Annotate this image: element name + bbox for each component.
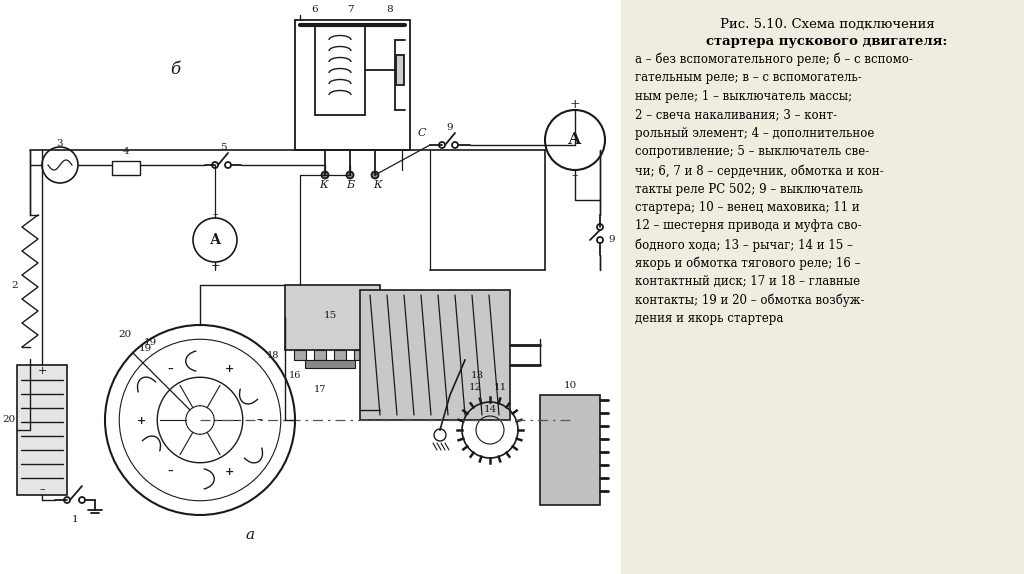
Text: +: + [136,414,145,425]
Text: 20: 20 [119,330,132,339]
Text: 18: 18 [267,351,280,359]
Text: А: А [568,131,582,149]
Text: –: – [168,363,173,374]
Text: 7: 7 [347,6,353,14]
Text: 2 – свеча накаливания; 3 – конт-: 2 – свеча накаливания; 3 – конт- [635,108,838,122]
Text: Б: Б [346,180,354,190]
Bar [540,395,600,505]
Text: +: + [37,366,47,376]
Text: 8: 8 [387,6,393,14]
Text: +: + [225,363,234,374]
Text: –: – [212,209,218,219]
Text: 6: 6 [311,6,318,14]
Text: К: К [373,180,381,190]
Text: контакты; 19 и 20 – обмотка возбуж-: контакты; 19 и 20 – обмотка возбуж- [635,293,864,307]
Text: +: + [569,98,581,111]
Text: сопротивление; 5 – выключатель све-: сопротивление; 5 – выключатель све- [635,145,869,158]
Text: 5: 5 [220,144,226,153]
Text: а – без вспомогательного реле; б – с вспомо-: а – без вспомогательного реле; б – с всп… [635,53,912,67]
Text: 12 – шестерня привода и муфта сво-: 12 – шестерня привода и муфта сво- [635,219,861,232]
Circle shape [346,172,353,179]
Text: –: – [39,484,45,494]
Circle shape [225,162,231,168]
Text: 19: 19 [143,338,157,347]
Bar [396,55,404,85]
Text: +: + [225,466,234,476]
Bar [354,350,366,360]
Text: гательным реле; в – с вспомогатель-: гательным реле; в – с вспомогатель- [635,72,862,84]
Text: –: – [571,169,579,183]
Circle shape [597,224,603,230]
Circle shape [372,172,379,179]
Text: а: а [246,528,255,542]
Text: 20: 20 [2,416,15,425]
Text: якорь и обмотка тягового реле; 16 –: якорь и обмотка тягового реле; 16 – [635,257,860,270]
Bar [17,365,67,495]
Circle shape [452,142,458,148]
Circle shape [597,237,603,243]
Text: ным реле; 1 – выключатель массы;: ным реле; 1 – выключатель массы; [635,90,852,103]
Bar [334,350,346,360]
Text: К: К [318,180,328,190]
Bar [360,290,510,420]
Text: А: А [209,233,220,247]
Text: Рис. 5.10. Схема подключения: Рис. 5.10. Схема подключения [720,18,934,31]
Text: 9: 9 [608,235,615,245]
Bar [112,161,140,175]
Text: –: – [256,414,262,425]
Text: контактный диск; 17 и 18 – главные: контактный диск; 17 и 18 – главные [635,275,860,288]
Text: +: + [210,261,220,271]
Circle shape [212,162,218,168]
Bar [285,285,380,350]
Text: 9: 9 [446,122,454,131]
Text: дения и якорь стартера: дения и якорь стартера [635,312,783,325]
Circle shape [63,497,70,503]
Text: рольный элемент; 4 – дополнительное: рольный элемент; 4 – дополнительное [635,127,874,140]
Text: 10: 10 [563,381,577,390]
Bar [314,350,326,360]
Text: такты реле РС 502; 9 – выключатель: такты реле РС 502; 9 – выключатель [635,183,863,196]
Text: 3: 3 [56,138,63,148]
Text: 17: 17 [313,386,327,394]
Text: 11: 11 [494,382,507,391]
Text: С: С [418,128,426,138]
Text: 15: 15 [324,311,337,320]
Text: 16: 16 [289,370,301,379]
Text: –: – [168,466,173,476]
Text: стартера пускового двигателя:: стартера пускового двигателя: [707,35,947,48]
Circle shape [322,172,329,179]
Text: 1: 1 [72,515,78,525]
Bar [294,350,306,360]
Text: чи; 6, 7 и 8 – сердечник, обмотка и кон-: чи; 6, 7 и 8 – сердечник, обмотка и кон- [635,164,884,177]
Text: 4: 4 [123,148,129,157]
Text: 12: 12 [468,382,481,391]
Circle shape [439,142,445,148]
Text: 13: 13 [470,370,483,379]
Text: 14: 14 [483,405,497,414]
Circle shape [79,497,85,503]
Bar [621,0,1024,574]
Text: стартера; 10 – венец маховика; 11 и: стартера; 10 – венец маховика; 11 и [635,201,860,214]
Bar [0,0,621,574]
Text: б: б [170,61,180,79]
Text: бодного хода; 13 – рычаг; 14 и 15 –: бодного хода; 13 – рычаг; 14 и 15 – [635,238,853,251]
Bar [305,360,355,368]
Text: 19: 19 [138,344,152,353]
Text: 2: 2 [11,281,18,289]
